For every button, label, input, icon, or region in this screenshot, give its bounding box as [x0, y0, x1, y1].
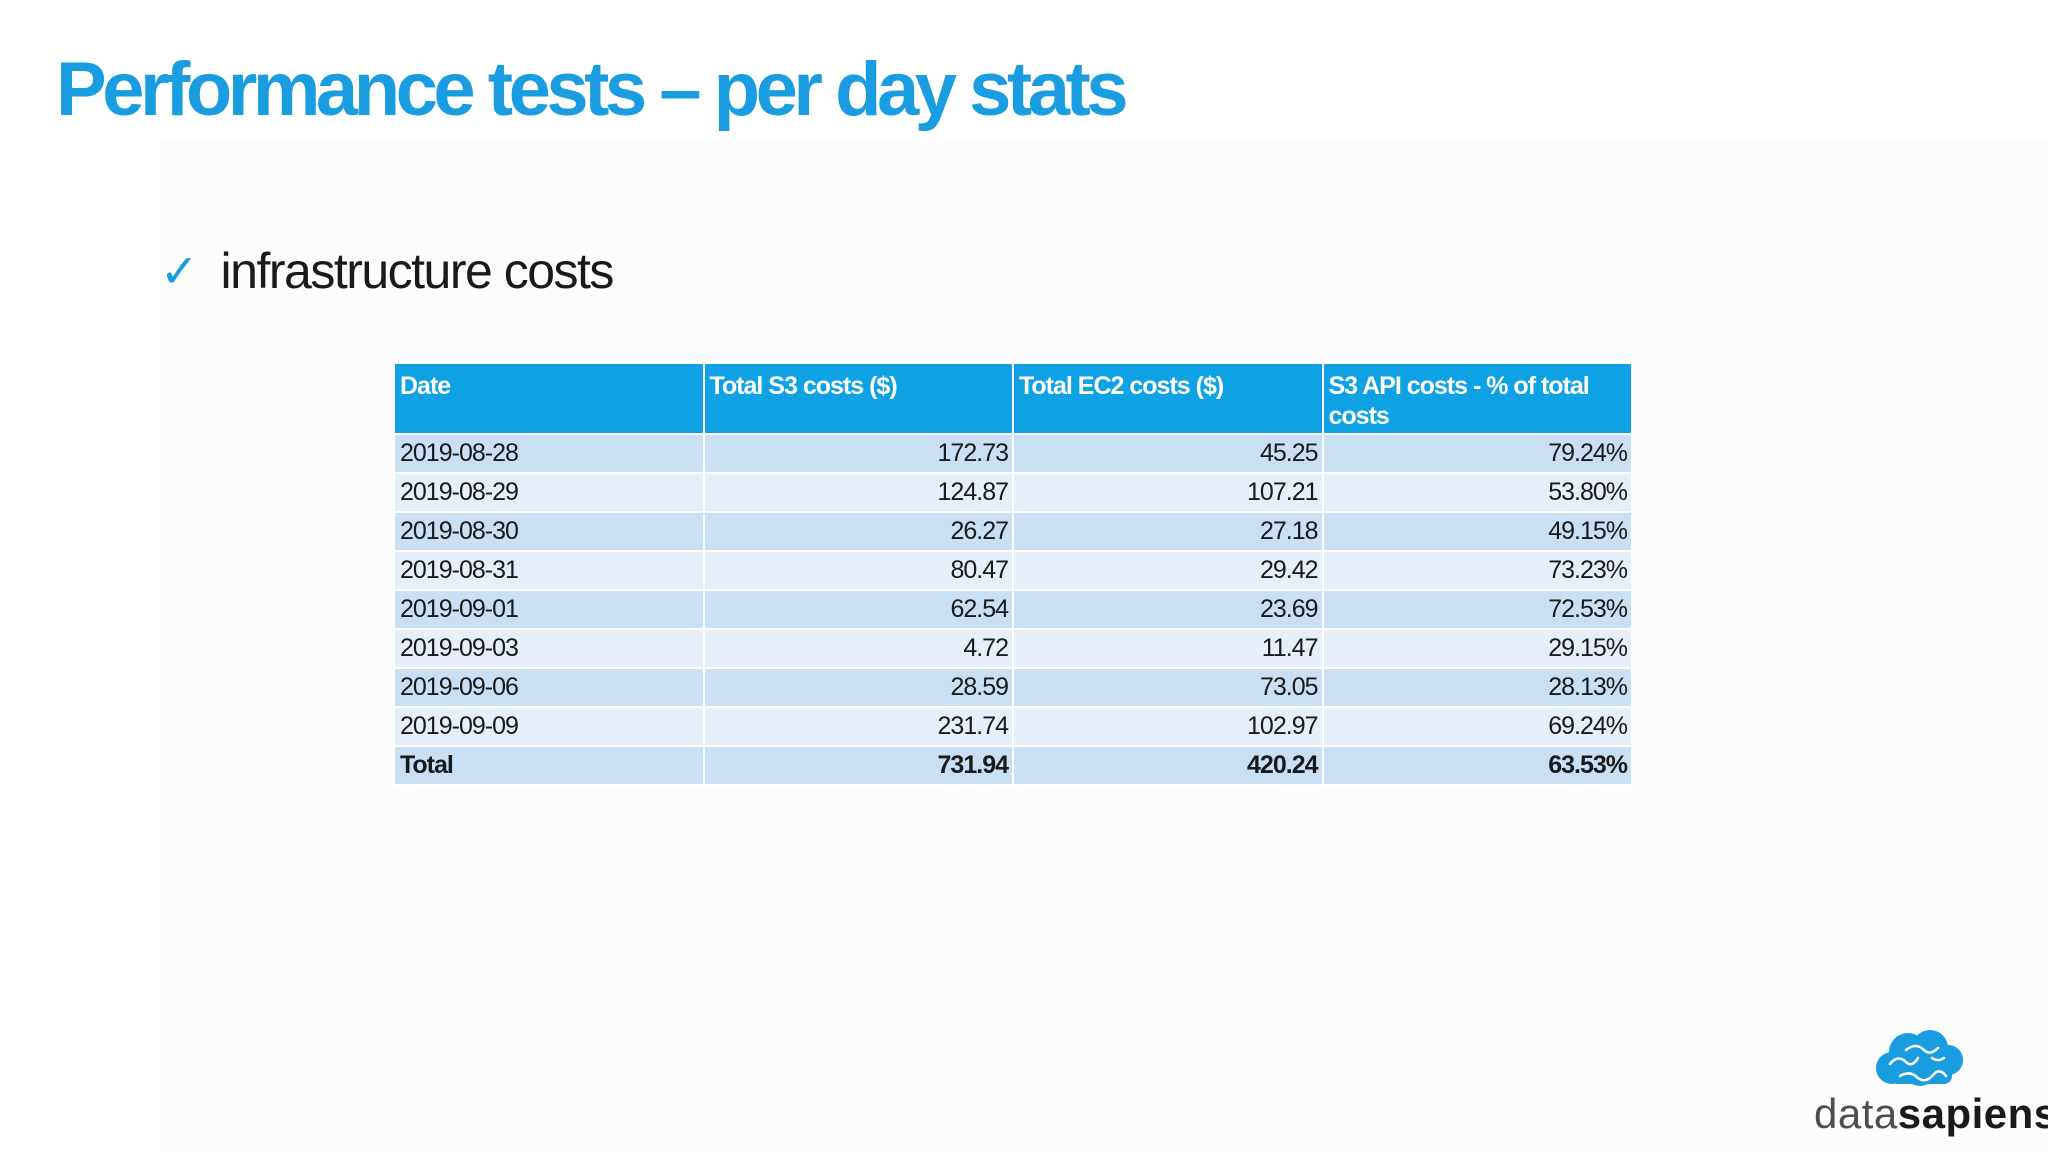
table-row: 2019-08-31 80.47 29.42 73.23%: [393, 550, 1633, 591]
total-ec2-costs: 420.24: [1012, 745, 1324, 786]
header-s3-costs: Total S3 costs ($): [702, 362, 1014, 435]
table-row: 2019-09-03 4.72 11.47 29.15%: [393, 628, 1633, 669]
table-row: 2019-09-09 231.74 102.97 69.24%: [393, 706, 1633, 747]
table-row: 2019-08-29 124.87 107.21 53.80%: [393, 472, 1633, 513]
bullet-text: infrastructure costs: [220, 243, 615, 299]
total-s3-costs: 731.94: [702, 745, 1014, 786]
cell-ec2-costs: 27.18: [1012, 511, 1324, 552]
cell-date: 2019-08-29: [393, 472, 705, 513]
cell-s3-api-percent: 73.23%: [1321, 550, 1633, 591]
cell-s3-api-percent: 53.80%: [1321, 472, 1633, 513]
cell-ec2-costs: 23.69: [1012, 589, 1324, 630]
total-label: Total: [393, 745, 705, 786]
cell-date: 2019-08-30: [393, 511, 705, 552]
cell-s3-api-percent: 49.15%: [1321, 511, 1633, 552]
logo-text-data: data: [1814, 1090, 1898, 1137]
total-s3-api-percent: 63.53%: [1321, 745, 1633, 786]
cell-date: 2019-08-28: [393, 433, 705, 474]
cell-s3-costs: 172.73: [702, 433, 1014, 474]
cell-s3-api-percent: 69.24%: [1321, 706, 1633, 747]
costs-table: Date Total S3 costs ($) Total EC2 costs …: [393, 362, 1633, 786]
header-ec2-costs: Total EC2 costs ($): [1012, 362, 1324, 435]
cell-s3-api-percent: 79.24%: [1321, 433, 1633, 474]
cell-s3-costs: 62.54: [702, 589, 1014, 630]
cell-ec2-costs: 45.25: [1012, 433, 1324, 474]
cell-s3-api-percent: 72.53%: [1321, 589, 1633, 630]
table-row: 2019-09-06 28.59 73.05 28.13%: [393, 667, 1633, 708]
table-row: 2019-08-30 26.27 27.18 49.15%: [393, 511, 1633, 552]
cell-s3-costs: 4.72: [702, 628, 1014, 669]
slide-title: Performance tests – per day stats: [56, 47, 1129, 132]
header-date: Date: [393, 362, 705, 435]
logo-text-sapiens: sapiens: [1897, 1090, 2048, 1137]
cell-date: 2019-09-01: [393, 589, 705, 630]
cell-ec2-costs: 102.97: [1012, 706, 1324, 747]
cell-s3-costs: 231.74: [702, 706, 1014, 747]
table-row: 2019-08-28 172.73 45.25 79.24%: [393, 433, 1633, 474]
cell-s3-api-percent: 29.15%: [1321, 628, 1633, 669]
checkmark-icon: ✓: [160, 244, 199, 298]
cell-ec2-costs: 29.42: [1012, 550, 1324, 591]
table-total-row: Total 731.94 420.24 63.53%: [393, 745, 1633, 786]
cell-s3-api-percent: 28.13%: [1321, 667, 1633, 708]
datasapiens-logo: datasapiens: [1812, 1028, 2048, 1138]
bullet-item: ✓ infrastructure costs: [160, 242, 615, 300]
cell-s3-costs: 28.59: [702, 667, 1014, 708]
cell-ec2-costs: 107.21: [1012, 472, 1324, 513]
cell-s3-costs: 26.27: [702, 511, 1014, 552]
header-s3-api-percent: S3 API costs - % of total costs: [1321, 362, 1633, 435]
table-row: 2019-09-01 62.54 23.69 72.53%: [393, 589, 1633, 630]
cell-date: 2019-09-06: [393, 667, 705, 708]
cell-date: 2019-08-31: [393, 550, 705, 591]
cell-s3-costs: 124.87: [702, 472, 1014, 513]
cell-ec2-costs: 11.47: [1012, 628, 1324, 669]
cell-date: 2019-09-09: [393, 706, 705, 747]
cell-ec2-costs: 73.05: [1012, 667, 1324, 708]
table-header-row: Date Total S3 costs ($) Total EC2 costs …: [393, 362, 1633, 435]
cell-s3-costs: 80.47: [702, 550, 1014, 591]
brain-cloud-icon: [1876, 1030, 1963, 1086]
cell-date: 2019-09-03: [393, 628, 705, 669]
